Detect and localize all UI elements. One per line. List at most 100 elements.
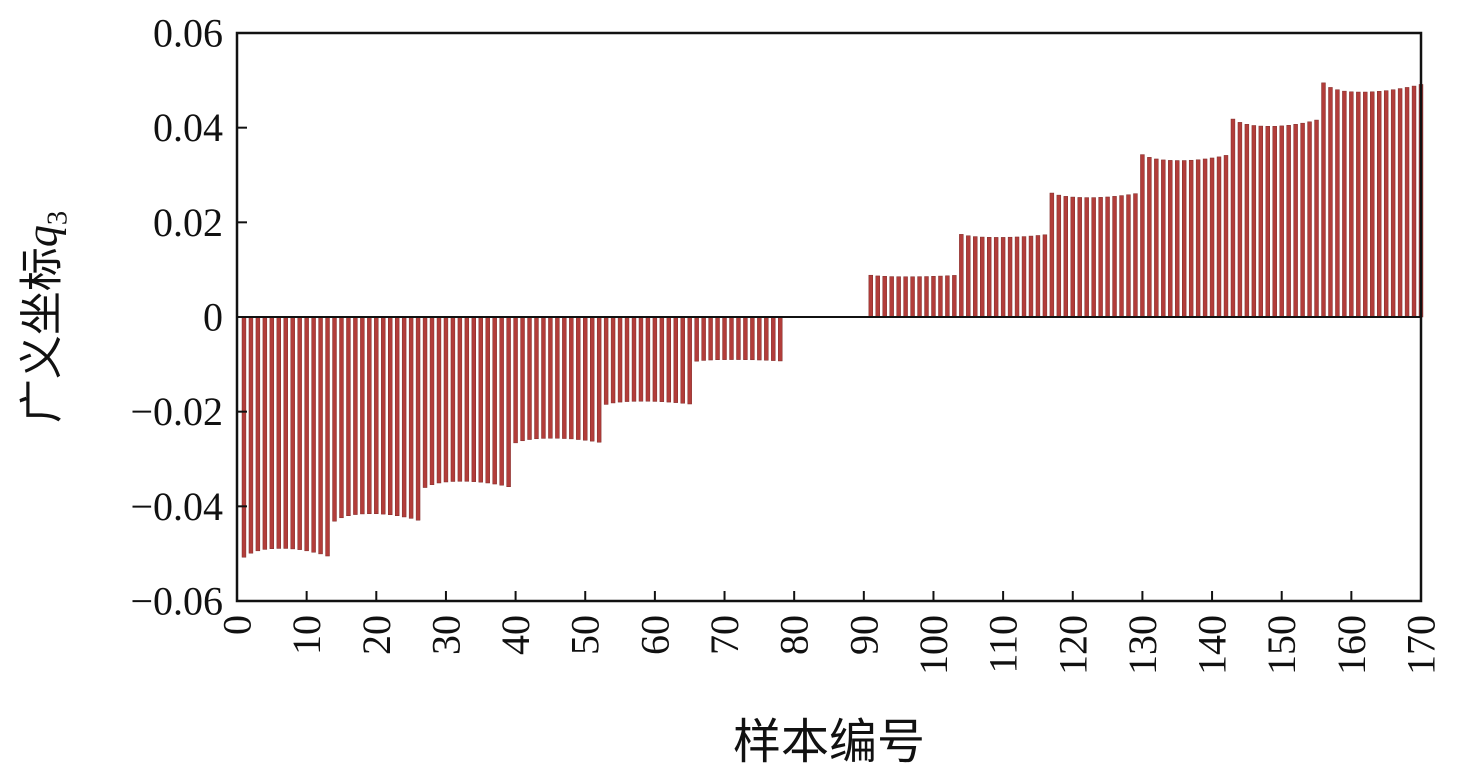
bar xyxy=(903,276,908,318)
bar xyxy=(1126,194,1131,318)
bar xyxy=(471,316,477,482)
bar xyxy=(1119,195,1124,318)
bar xyxy=(346,316,351,516)
x-tick-label: 100 xyxy=(911,615,956,675)
bar xyxy=(394,316,400,516)
bar xyxy=(1335,89,1340,318)
bar xyxy=(492,316,497,485)
bar xyxy=(652,316,658,402)
bar xyxy=(527,316,532,440)
bar xyxy=(875,275,880,318)
bar xyxy=(673,316,678,403)
bar xyxy=(1411,85,1417,318)
bar xyxy=(938,275,943,318)
y-tick-label: −0.02 xyxy=(130,389,223,434)
bar xyxy=(1230,118,1236,318)
bar xyxy=(764,316,769,361)
bar xyxy=(701,316,706,361)
x-tick-label: 150 xyxy=(1259,615,1304,675)
bar xyxy=(367,316,372,515)
bar xyxy=(408,316,414,519)
x-tick-label: 30 xyxy=(423,615,468,655)
bar xyxy=(966,235,971,318)
x-tick-label: 160 xyxy=(1329,615,1374,675)
bar xyxy=(353,316,358,515)
bar xyxy=(1390,89,1396,318)
bar xyxy=(1279,125,1284,318)
bar xyxy=(1195,159,1201,318)
bar xyxy=(1049,192,1055,318)
bar xyxy=(1147,157,1152,318)
x-tick-label: 120 xyxy=(1050,615,1095,675)
bar xyxy=(360,316,365,515)
bar xyxy=(1021,236,1027,318)
bar xyxy=(1383,90,1389,318)
bar xyxy=(1223,155,1229,318)
bar xyxy=(381,316,386,515)
bar xyxy=(1105,196,1110,318)
bar xyxy=(583,316,588,441)
bar xyxy=(464,316,470,482)
bar xyxy=(506,316,511,487)
bar xyxy=(388,316,393,516)
bar xyxy=(1328,87,1333,318)
bar xyxy=(241,316,247,558)
bar xyxy=(1042,234,1048,318)
bar xyxy=(520,316,525,442)
y-tick-label: 0.04 xyxy=(153,105,223,150)
bar xyxy=(952,275,957,318)
bar xyxy=(973,236,978,318)
bar xyxy=(1112,196,1117,318)
bar xyxy=(1377,91,1382,318)
y-axis-title-symbol: q xyxy=(17,225,67,248)
x-axis-ticks: 0 10 20 30 40 50 60 70 80 90 100 110 120 130 140 150 160… xyxy=(215,591,1444,675)
bar xyxy=(715,316,720,360)
bar xyxy=(680,316,685,404)
bar xyxy=(868,274,873,318)
bar xyxy=(255,316,261,552)
bar xyxy=(638,316,644,402)
x-tick-label: 40 xyxy=(493,615,538,655)
bar xyxy=(631,316,637,402)
bar xyxy=(694,316,699,362)
bar xyxy=(610,316,616,404)
bar xyxy=(645,316,651,402)
bar xyxy=(882,276,887,318)
bar xyxy=(311,316,316,553)
bar xyxy=(1300,122,1305,318)
x-tick-label: 60 xyxy=(632,615,677,655)
x-tick-label: 90 xyxy=(841,615,886,655)
bar xyxy=(736,316,741,360)
x-axis-title: 样本编号 xyxy=(732,716,925,769)
bar xyxy=(757,316,762,361)
bar xyxy=(1258,125,1264,318)
bar xyxy=(1265,126,1270,318)
bar xyxy=(1056,194,1062,318)
bar xyxy=(1070,196,1075,318)
bar xyxy=(269,316,275,549)
bar xyxy=(1314,119,1319,318)
bar xyxy=(1161,159,1166,318)
bar xyxy=(1007,236,1013,318)
bar xyxy=(513,316,518,444)
bar xyxy=(617,316,623,403)
bar xyxy=(339,316,344,519)
bar xyxy=(1175,160,1180,318)
bar xyxy=(1216,156,1222,318)
bar xyxy=(304,316,309,552)
bar xyxy=(1154,158,1159,318)
bar xyxy=(1370,91,1375,318)
x-tick-label: 70 xyxy=(702,615,747,655)
x-tick-label: 110 xyxy=(981,615,1026,674)
bar xyxy=(415,316,421,521)
bar xyxy=(478,316,483,483)
y-axis-title-subscript: 3 xyxy=(42,210,74,226)
bar xyxy=(1342,90,1347,318)
bar xyxy=(443,316,449,483)
bar xyxy=(1182,160,1187,318)
bar xyxy=(778,316,783,362)
x-tick-label: 50 xyxy=(563,615,608,655)
bar xyxy=(980,236,985,318)
